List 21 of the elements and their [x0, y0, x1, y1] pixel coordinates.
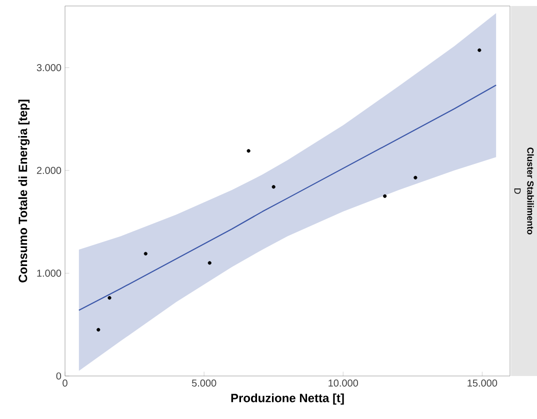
point	[478, 48, 482, 52]
x-tick-label: 10.000	[328, 380, 358, 387]
y-tick-label: 0	[56, 372, 62, 380]
x-tick-label: 15.000	[468, 380, 498, 387]
point	[246, 149, 250, 153]
point	[96, 328, 100, 332]
point	[414, 176, 418, 180]
x-tick-label: 0	[62, 380, 68, 387]
point	[108, 296, 112, 300]
text: Cluster Stabilimento	[527, 148, 534, 234]
x-axis-title: Produzione Netta [t]	[231, 393, 344, 405]
point	[144, 252, 148, 256]
point	[383, 194, 387, 198]
y-axis-title: Consumo Totale di Energia [tep]	[18, 100, 30, 282]
point	[272, 185, 276, 189]
y-tick-label: 1.000	[37, 270, 62, 277]
x-tick-label: 5.000	[192, 380, 216, 387]
point	[208, 261, 212, 265]
y-tick-label: 2.000	[36, 166, 62, 174]
text: D	[514, 188, 521, 194]
y-tick-label: 3.000	[36, 64, 62, 72]
